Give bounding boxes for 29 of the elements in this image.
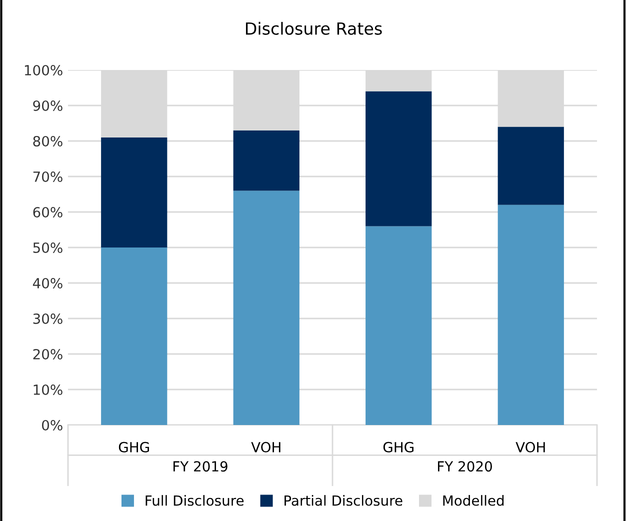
bar — [233, 130, 300, 191]
chart-title: Disclosure Rates — [246, 22, 382, 35]
bar — [498, 126, 564, 205]
y-tick-label: 20% — [33, 348, 62, 360]
y-tick-label: 90% — [33, 100, 62, 111]
legend-label: Partial Disclosure — [284, 495, 402, 506]
y-tick-label: 100% — [24, 64, 62, 76]
x-tick-label: GHG — [118, 442, 149, 452]
text: FY 2019 — [173, 461, 228, 472]
bar — [233, 190, 300, 425]
text: FY 2020 — [438, 461, 492, 472]
legend-label: Modelled — [443, 495, 504, 506]
y-tick-label: 60% — [33, 206, 62, 218]
y-tick-label: 50% — [33, 242, 62, 253]
x-tick-label: VOH — [251, 442, 280, 452]
bar — [498, 204, 564, 425]
y-tick-label: 70% — [33, 171, 62, 182]
legend-label: Full Disclosure — [146, 495, 244, 506]
y-tick-label: 80% — [33, 136, 62, 146]
y-tick-label: 40% — [32, 278, 62, 288]
y-tick-label: 0% — [42, 420, 62, 430]
y-tick-label: 30% — [33, 313, 62, 324]
x-tick-label: VOH — [516, 442, 545, 452]
bar — [101, 137, 168, 248]
x-tick-label: GHG — [383, 442, 414, 452]
bar — [366, 226, 432, 425]
y-tick-label: 10% — [34, 384, 62, 395]
bar — [101, 248, 168, 425]
bar — [366, 91, 432, 226]
